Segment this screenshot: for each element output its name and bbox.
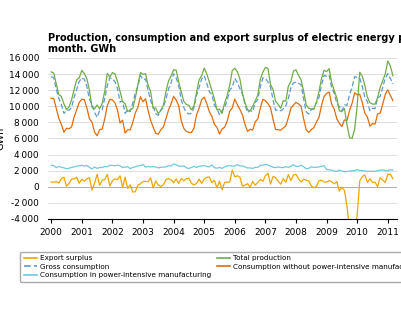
Y-axis label: GWh: GWh [0, 127, 6, 150]
Text: Production, consumption and export surplus of electric energy per
month. GWh: Production, consumption and export surpl… [48, 33, 401, 54]
Legend: Export surplus, Gross consumption, Consumption in power-intensive manufacturing,: Export surplus, Gross consumption, Consu… [20, 251, 401, 282]
